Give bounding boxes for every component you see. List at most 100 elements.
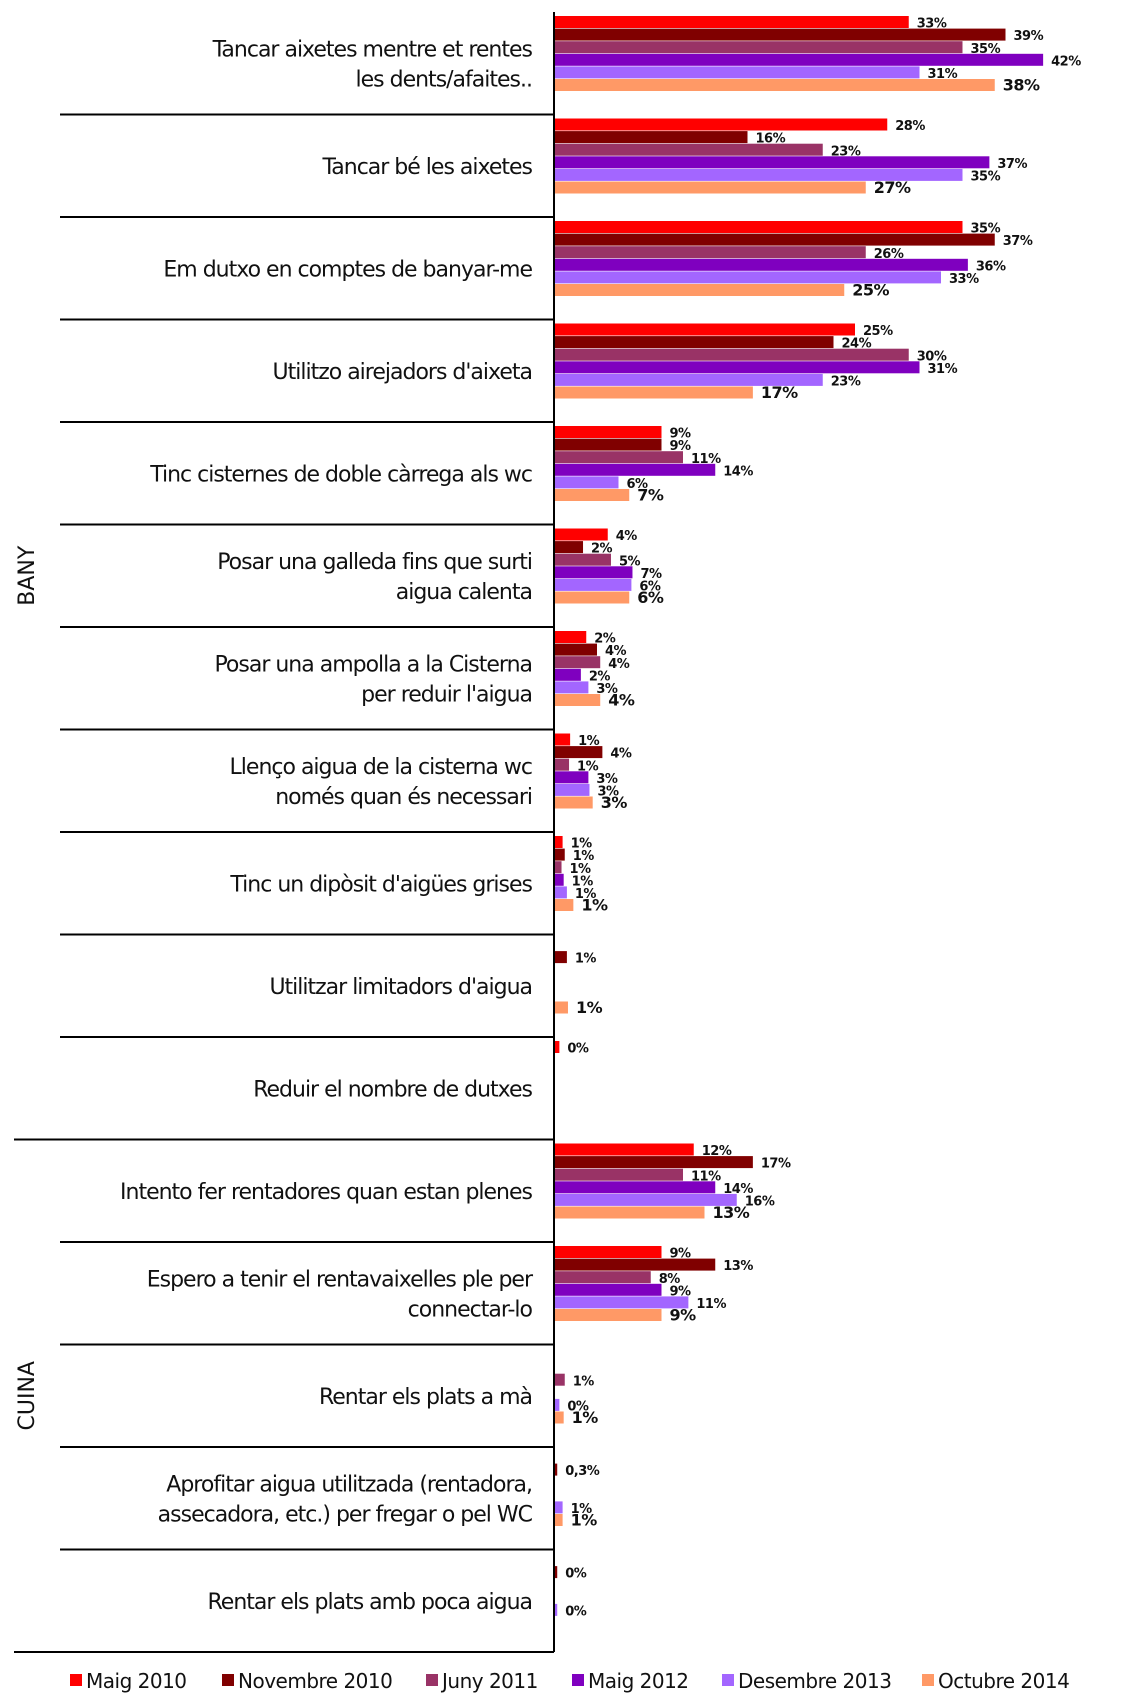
value-label: 1% [571, 1511, 598, 1530]
value-label: 4% [608, 657, 630, 672]
category-label: Llenço aigua de la cisterna wc [230, 755, 532, 780]
value-label: 4% [605, 644, 627, 659]
bar [554, 373, 823, 386]
value-label: 2% [591, 542, 613, 557]
bar [554, 873, 564, 886]
bar [554, 233, 995, 246]
bar [554, 899, 574, 911]
value-label: 9% [670, 427, 692, 442]
value-label: 16% [745, 1195, 775, 1210]
value-label: 1% [575, 887, 597, 902]
category-label: assecadora, etc.) per fregar o pel WC [158, 1502, 533, 1527]
category-label: Tinc cisternes de doble càrrega als wc [149, 462, 532, 487]
category-label: Rentar els plats amb poca aigua [207, 1590, 532, 1615]
bar [554, 1309, 662, 1321]
legend-label: Novembre 2010 [238, 1669, 392, 1693]
bar [554, 1168, 683, 1181]
category-label: Tancar bé les aixetes [321, 155, 532, 180]
category-label: Em dutxo en comptes de banyar-me [163, 257, 532, 282]
value-label: 4% [616, 529, 638, 544]
bar [554, 1181, 716, 1194]
value-label: 35% [971, 170, 1001, 185]
value-label: 1% [577, 759, 599, 774]
value-label: 33% [949, 272, 979, 287]
bar [554, 1603, 558, 1616]
value-label: 23% [831, 144, 861, 159]
legend-swatch [722, 1674, 734, 1686]
bar [554, 668, 581, 681]
value-label: 12% [702, 1144, 732, 1159]
value-label: 1% [573, 1374, 595, 1389]
value-label: 0% [567, 1400, 589, 1415]
value-label: 39% [1014, 29, 1044, 44]
value-label: 37% [997, 157, 1027, 172]
category-label: les dents/afaites.. [356, 67, 532, 92]
group-label: CUINA [15, 1361, 40, 1430]
bar [554, 1246, 662, 1258]
category-label: Tinc un dipòsit d'aigües grises [229, 872, 532, 897]
bar [554, 1193, 737, 1206]
bar [554, 1398, 560, 1411]
value-label: 35% [971, 42, 1001, 57]
value-label: 25% [852, 281, 889, 300]
value-label: 1% [573, 849, 595, 864]
bar [554, 118, 888, 131]
bar [554, 566, 633, 579]
bar [554, 1373, 565, 1386]
value-label: 28% [895, 119, 925, 134]
value-label: 14% [723, 464, 753, 479]
bar [554, 476, 619, 489]
category-label: Reduir el nombre de dutxes [253, 1077, 532, 1102]
value-labels: 33%28%35%25%9%4%2%1%1%0%12%9%39%16%37%24… [565, 17, 1081, 1620]
bar [554, 656, 601, 669]
value-label: 30% [917, 349, 947, 364]
bar [554, 591, 630, 604]
bar [554, 541, 584, 554]
value-label: 1% [571, 1502, 593, 1517]
category-label: Rentar els plats a mà [319, 1385, 532, 1410]
bar [554, 758, 570, 771]
value-label: 13% [723, 1259, 753, 1274]
bar [554, 643, 597, 656]
value-label: 8% [659, 1272, 681, 1287]
value-label: 37% [1003, 234, 1033, 249]
bar [554, 16, 909, 28]
value-label: 27% [874, 178, 911, 197]
value-label: 1% [571, 837, 593, 852]
value-label: 1% [570, 862, 592, 877]
bar [554, 553, 611, 566]
bar [554, 1156, 753, 1169]
value-label: 4% [610, 747, 632, 762]
value-label: 0% [565, 1605, 587, 1620]
category-label: Posar una ampolla a la Cisterna [214, 652, 532, 677]
category-label: connectar-lo [408, 1297, 533, 1322]
legend-label: Maig 2010 [86, 1669, 187, 1693]
bar [554, 79, 995, 91]
bar [554, 143, 823, 156]
bar [554, 1271, 651, 1284]
value-label: 24% [842, 337, 872, 352]
value-label: 35% [971, 222, 1001, 237]
bar [554, 528, 608, 541]
value-label: 11% [691, 452, 721, 467]
bar [554, 861, 562, 874]
bar [554, 66, 920, 79]
bar [554, 426, 662, 438]
value-label: 2% [589, 669, 611, 684]
category-label: només quan és necessari [275, 785, 532, 810]
value-label: 1% [575, 952, 597, 967]
bar [554, 1501, 563, 1514]
value-label: 3% [596, 772, 618, 787]
bar [554, 28, 1006, 41]
bar [554, 463, 716, 476]
category-label: Posar una galleda fins que surti [217, 550, 532, 575]
bar [554, 1514, 563, 1526]
value-label: 16% [756, 132, 786, 147]
value-label: 0% [567, 1042, 589, 1057]
bar [554, 221, 963, 233]
bar [554, 631, 587, 643]
bar [554, 258, 968, 271]
value-label: 0% [565, 1567, 587, 1582]
bar [554, 348, 909, 361]
